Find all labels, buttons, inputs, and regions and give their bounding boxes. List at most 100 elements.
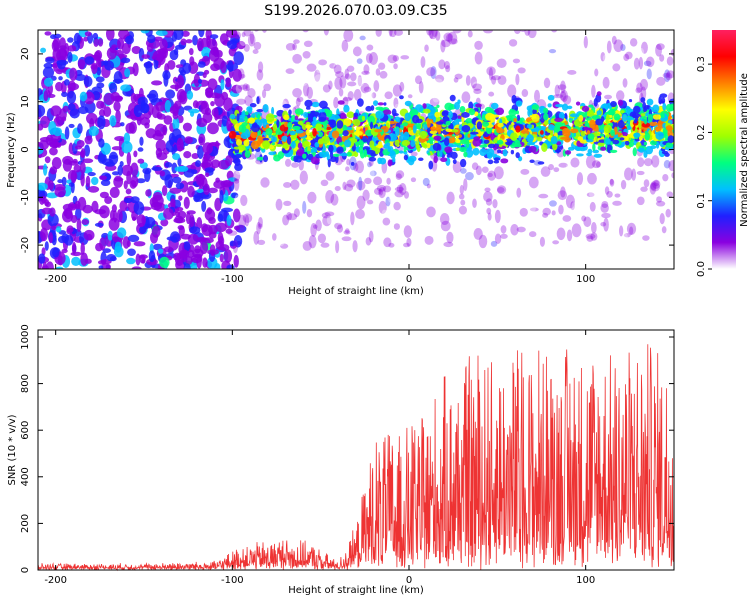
- spectrogram-cell: [221, 91, 229, 101]
- spectrogram-cell: [116, 227, 127, 239]
- spectrogram-cell: [113, 100, 121, 112]
- spectrogram-cell: [536, 136, 543, 142]
- spectrogram-cell: [579, 146, 586, 152]
- spectrogram-cell: [627, 134, 633, 138]
- spectrogram-cell: [176, 137, 184, 152]
- spectrogram-cell: [42, 163, 48, 176]
- spectrogram-cell: [287, 225, 294, 237]
- spectrogram-cell: [70, 251, 82, 257]
- spectrogram-cell: [80, 252, 89, 266]
- spectrogram-cell: [195, 160, 202, 167]
- spectrogram-cell: [256, 96, 260, 105]
- spectrogram-cell: [490, 102, 499, 110]
- spectrogram-cell: [84, 56, 95, 65]
- spectrogram-cell: [378, 200, 387, 214]
- spectrogram-cell: [631, 168, 637, 181]
- spectrogram-cell: [80, 173, 85, 187]
- spectrogram-cell: [562, 215, 572, 222]
- spectrogram-cell: [360, 200, 365, 206]
- spectrogram-cell: [632, 147, 637, 157]
- spectrogram-cell: [311, 47, 320, 59]
- spectrogram-cell: [40, 47, 47, 53]
- spectrogram-cell: [248, 117, 255, 124]
- spectrogram-cell: [611, 35, 617, 45]
- spectrogram-cell: [325, 109, 333, 118]
- spectrogram-cell: [69, 108, 80, 119]
- spectrogram-cell: [106, 253, 116, 262]
- spectrogram-cell: [163, 115, 173, 125]
- spectrogram-cell: [166, 236, 178, 241]
- spectrogram-cell: [490, 75, 501, 81]
- spectrogram-cell: [321, 212, 331, 219]
- spectrogram-cell: [156, 113, 166, 120]
- spectrogram-cell: [460, 199, 466, 206]
- spectrogram-cell: [528, 231, 537, 238]
- spectrogram-cell: [605, 138, 611, 145]
- spectrogram-cell: [669, 103, 674, 111]
- spectrogram-cell: [330, 193, 339, 206]
- spectrogram-cell: [420, 56, 426, 68]
- spectrogram-cell: [435, 69, 442, 83]
- spectrogram-cell: [505, 115, 513, 119]
- spectrogram-cell: [73, 32, 81, 45]
- spectrogram-cell: [357, 75, 363, 87]
- spectrogram-cell: [52, 47, 61, 61]
- snr-ytick-label: 800: [20, 374, 31, 393]
- spectrogram-cell: [583, 35, 588, 49]
- spectrogram-cell: [379, 42, 384, 54]
- spectrogram-cell: [229, 114, 236, 120]
- spectrogram-cell: [459, 184, 464, 195]
- spectrogram-cell: [232, 170, 241, 182]
- spectrogram-cell: [189, 226, 201, 235]
- spectrogram-cell: [131, 266, 142, 269]
- spectrogram-cell: [398, 150, 404, 154]
- spectrogram-cell: [44, 31, 52, 36]
- spectrogram-cell: [137, 96, 148, 107]
- spectrogram-cell: [332, 153, 340, 158]
- spectrogram-cell: [283, 200, 292, 207]
- spectrogram-cell: [343, 118, 352, 127]
- snr-xtick-label: -200: [44, 575, 67, 586]
- spectrogram-cell: [590, 232, 598, 241]
- spectrogram-cell: [486, 66, 496, 76]
- spectrogram-cell: [443, 32, 453, 42]
- spectrogram-cell: [183, 241, 191, 252]
- spectrogram-cell: [318, 108, 326, 113]
- spectrogram-cell: [80, 242, 85, 255]
- spectrogram-cell: [192, 248, 204, 258]
- spectrogram-cell: [238, 68, 245, 80]
- spectrogram-cell: [443, 241, 454, 248]
- spectrogram-cell: [594, 17, 598, 30]
- spectrogram-cell: [225, 155, 233, 167]
- spectrogram-cell: [594, 14, 602, 27]
- spectrogram-cell: [277, 204, 286, 210]
- spectrogram-cell: [328, 144, 334, 153]
- spectrogram-cell: [225, 228, 233, 234]
- spectrogram-cell: [539, 236, 545, 247]
- spectrogram-cell: [234, 163, 243, 172]
- spectrogram-cell: [207, 224, 218, 235]
- spectrogram-cell: [233, 235, 243, 248]
- spectrogram-cell: [375, 30, 382, 37]
- spectrogram-cell: [68, 142, 74, 154]
- spectrogram-cell: [362, 189, 370, 202]
- spectrogram-cell: [247, 69, 254, 82]
- spectrogram-cell: [343, 230, 351, 235]
- spectrogram-cell: [287, 121, 293, 129]
- spectrogram-cell: [570, 128, 579, 134]
- spectrogram-cell: [430, 66, 437, 79]
- spectrogram-cell: [346, 158, 351, 166]
- spectrogram-cell: [547, 103, 552, 108]
- spectrogram-cell: [496, 185, 507, 195]
- spectrogram-cell: [206, 256, 218, 269]
- spectrogram-cell: [67, 45, 77, 52]
- spectrogram-cell: [643, 60, 652, 67]
- spectrogram-cell: [120, 122, 125, 127]
- spectrogram-cell: [426, 67, 436, 77]
- spectrogram-cell: [117, 164, 123, 176]
- spectrogram-cell: [455, 118, 463, 122]
- spectrogram-cell: [188, 61, 199, 74]
- spectrogram-cell: [196, 177, 205, 186]
- spectrogram-cell: [120, 57, 131, 64]
- spectrogram-cell: [344, 68, 349, 79]
